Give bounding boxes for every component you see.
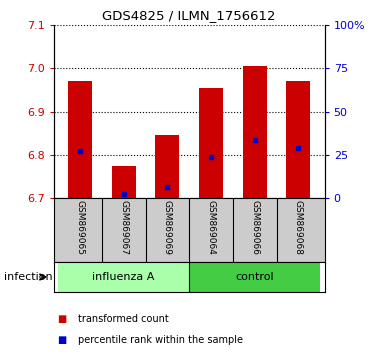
Text: infection: infection [4, 272, 52, 282]
Bar [243, 66, 267, 198]
Text: percentile rank within the sample: percentile rank within the sample [78, 335, 243, 345]
Bar [68, 81, 92, 198]
Text: GSM869069: GSM869069 [163, 200, 172, 255]
Title: GDS4825 / ILMN_1756612: GDS4825 / ILMN_1756612 [102, 9, 276, 22]
Text: GSM869068: GSM869068 [294, 200, 303, 255]
FancyBboxPatch shape [189, 262, 320, 292]
Text: GSM869067: GSM869067 [119, 200, 128, 255]
Bar [199, 88, 223, 198]
Text: ■: ■ [58, 335, 67, 345]
Text: GSM869065: GSM869065 [76, 200, 85, 255]
Bar [155, 135, 180, 198]
Bar [286, 81, 311, 198]
Bar [112, 166, 136, 198]
Text: GSM869066: GSM869066 [250, 200, 259, 255]
Text: ■: ■ [58, 314, 67, 324]
FancyBboxPatch shape [58, 262, 189, 292]
Text: influenza A: influenza A [92, 272, 155, 282]
Text: GSM869064: GSM869064 [207, 200, 216, 255]
Text: control: control [236, 272, 274, 282]
Text: transformed count: transformed count [78, 314, 169, 324]
